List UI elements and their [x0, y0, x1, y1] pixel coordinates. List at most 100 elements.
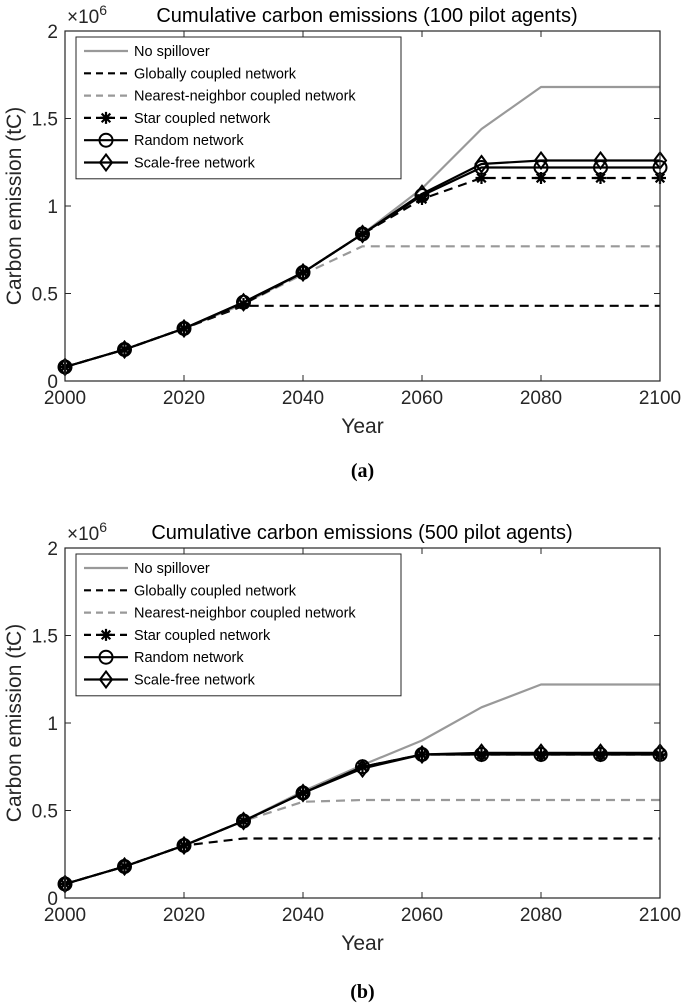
legend: No spillover Globally coupled network Near…: [75, 553, 402, 697]
series-marker-4: [533, 160, 549, 175]
x-tick-label: 2100: [639, 905, 681, 926]
series-marker-3: [475, 748, 488, 761]
series-marker-3: [237, 298, 250, 310]
series-marker-3: [535, 172, 547, 184]
y-tick-label: 1: [47, 197, 58, 218]
series-line-2: [64, 245, 660, 369]
chart-panel-a: 2000 2020 2040 2060 2080 2100 0 0.5 1 1.5 2 ×106 Cum…: [3, 2, 681, 482]
series-marker-3: [356, 760, 369, 773]
x-tick-label: 2020: [163, 388, 205, 409]
series-marker-5: [295, 262, 311, 283]
figure-caption: (b): [350, 981, 374, 1003]
x-tick-label: 2020: [163, 905, 205, 926]
series-marker-4: [593, 160, 608, 175]
x-tick-label: 2080: [520, 905, 562, 926]
legend-entry: Random network: [134, 133, 244, 149]
series-marker-3: [118, 860, 131, 873]
legend-entry: No spillover: [134, 561, 210, 577]
series-group: [57, 85, 668, 377]
y-exponent-label: ×106: [67, 2, 107, 28]
series-marker-3: [475, 172, 488, 184]
legend-entry: Globally coupled network: [134, 66, 297, 82]
legend-box: [75, 553, 402, 697]
legend-entry: Random network: [134, 650, 244, 666]
series-line-1: [64, 304, 660, 369]
chart-title: Cumulative carbon emissions (100 pilot a…: [156, 5, 577, 27]
legend-marker-4: [98, 132, 114, 148]
series-marker-5: [176, 318, 192, 339]
x-tick-label: 2080: [520, 388, 562, 409]
y-tick-label: 2: [47, 22, 58, 43]
series-marker-3: [594, 748, 607, 761]
legend-marker-5: [98, 669, 114, 690]
legend-entry: Star coupled network: [134, 628, 271, 644]
legend-marker-4: [98, 649, 114, 665]
series-marker-3: [416, 193, 428, 205]
x-tick-label: 2040: [282, 905, 324, 926]
series-marker-5: [474, 743, 489, 763]
series-marker-5: [414, 184, 430, 204]
legend-marker-5: [98, 152, 114, 173]
x-tick-label: 2100: [639, 388, 681, 409]
y-tick-label: 1: [47, 714, 58, 735]
legend-entry: Star coupled network: [134, 111, 271, 127]
y-exponent-label: ×106: [67, 519, 107, 545]
x-axis-label: Year: [341, 415, 383, 438]
legend-entry: Nearest-neighbor coupled network: [134, 89, 356, 105]
series-marker-5: [117, 339, 132, 360]
chart-panel-b: 2000 2020 2040 2060 2080 2100 0 0.5 1 1.5 2 ×106 Cum…: [3, 519, 681, 1003]
series-marker-5: [295, 783, 311, 803]
y-tick-label: 1.5: [32, 627, 58, 648]
series-marker-3: [297, 787, 309, 799]
series-marker-3: [178, 322, 190, 335]
y-axis-label: Carbon emission (tC): [3, 624, 26, 822]
series-marker-3: [118, 343, 131, 356]
y-tick-label: 0: [47, 889, 58, 910]
series-marker-5: [117, 856, 132, 877]
series-marker-3: [416, 748, 428, 761]
series-marker-5: [593, 743, 608, 763]
chart-title: Cumulative carbon emissions (500 pilot a…: [151, 522, 572, 544]
series-marker-3: [594, 172, 607, 184]
series-marker-5: [533, 743, 549, 763]
legend-entry: Nearest-neighbor coupled network: [134, 606, 356, 622]
series-marker-5: [355, 224, 370, 244]
series-marker-3: [178, 839, 190, 852]
y-tick-label: 2: [47, 539, 58, 560]
series-marker-5: [236, 811, 251, 831]
y-axis-label: Carbon emission (tC): [3, 107, 26, 305]
series-marker-5: [414, 744, 430, 765]
x-tick-label: 2000: [44, 388, 86, 409]
y-tick-label: 0.5: [32, 802, 58, 823]
series-marker-5: [355, 758, 370, 779]
y-tick-label: 0: [47, 372, 58, 393]
series-marker-3: [535, 748, 547, 761]
legend-marker-3: [100, 111, 112, 124]
series-marker-5: [533, 150, 549, 171]
legend-entry: Scale-free network: [134, 673, 256, 689]
legend-entry: Globally coupled network: [134, 583, 297, 599]
x-tick-label: 2040: [282, 388, 324, 409]
series-marker-5: [176, 835, 192, 856]
x-axis-label: Year: [341, 932, 383, 955]
legend-marker-3: [100, 628, 112, 641]
legend-entry: Scale-free network: [134, 156, 256, 172]
series-marker-3: [356, 228, 369, 240]
y-tick-label: 0.5: [32, 285, 58, 306]
series-marker-3: [297, 266, 309, 279]
x-tick-label: 2060: [401, 388, 443, 409]
series-line-1: [64, 837, 660, 886]
series-marker-5: [236, 292, 251, 312]
series-marker-4: [474, 160, 489, 175]
legend: No spillover Globally coupled network Near…: [75, 36, 402, 180]
series-marker-5: [474, 154, 489, 174]
y-tick-label: 1.5: [32, 110, 58, 131]
legend-box: [75, 36, 402, 180]
x-tick-label: 2060: [401, 905, 443, 926]
figure-caption: (a): [351, 460, 374, 482]
series-marker-3: [237, 815, 250, 827]
x-tick-label: 2000: [44, 905, 86, 926]
series-marker-5: [593, 150, 608, 171]
legend-entry: No spillover: [134, 44, 210, 60]
